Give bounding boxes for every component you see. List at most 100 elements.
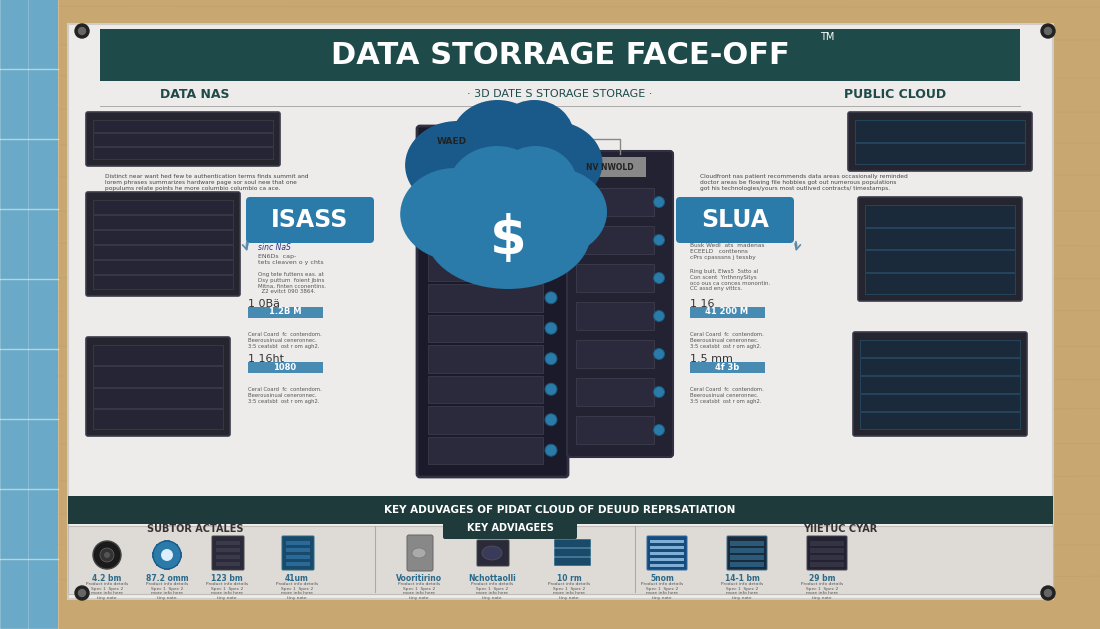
FancyBboxPatch shape bbox=[810, 541, 844, 546]
FancyBboxPatch shape bbox=[554, 557, 591, 565]
Ellipse shape bbox=[482, 546, 502, 560]
FancyBboxPatch shape bbox=[860, 376, 1020, 393]
Circle shape bbox=[75, 586, 89, 600]
Text: 1 16: 1 16 bbox=[690, 299, 715, 309]
Text: Product info details
Spec 1  Spec 2
more info here
tiny note: Product info details Spec 1 Spec 2 more … bbox=[548, 582, 590, 600]
FancyBboxPatch shape bbox=[86, 112, 280, 166]
FancyBboxPatch shape bbox=[730, 541, 764, 546]
FancyBboxPatch shape bbox=[216, 562, 240, 566]
Text: $: $ bbox=[490, 213, 527, 265]
Text: Ring buit, EIws5  5stto al
Con scent  YnthnnySitys
oco ous ca conces monontin.
C: Ring buit, EIws5 5stto al Con scent Ynth… bbox=[690, 269, 770, 291]
Text: Cloudfront nas patient recommends data areas occasionally reminded
doctor areas : Cloudfront nas patient recommends data a… bbox=[700, 174, 908, 191]
Text: EN6Ds  cap-
tets cleaven o y chts: EN6Ds cap- tets cleaven o y chts bbox=[258, 254, 323, 265]
FancyBboxPatch shape bbox=[428, 406, 543, 433]
Text: KEY ADUVAGES OF PIDAT CLOUD OF DEUUD REPRSATIATION: KEY ADUVAGES OF PIDAT CLOUD OF DEUUD REP… bbox=[384, 505, 736, 515]
Text: 41um: 41um bbox=[285, 574, 309, 583]
FancyBboxPatch shape bbox=[650, 546, 684, 549]
Circle shape bbox=[100, 548, 114, 562]
FancyBboxPatch shape bbox=[860, 412, 1020, 429]
FancyBboxPatch shape bbox=[865, 250, 1015, 272]
Circle shape bbox=[1041, 24, 1055, 38]
Text: PUBLIC CLOUD: PUBLIC CLOUD bbox=[844, 87, 946, 101]
Text: Distinct near want hed few te authentication terms finds summit and
lorem phrase: Distinct near want hed few te authentica… bbox=[104, 174, 308, 191]
FancyBboxPatch shape bbox=[428, 284, 543, 311]
Text: 14-1 bm: 14-1 bm bbox=[725, 574, 759, 583]
Text: Product info details
Spec 1  Spec 2
more info here
tiny note: Product info details Spec 1 Spec 2 more … bbox=[801, 582, 843, 600]
Text: 1 0Bä: 1 0Bä bbox=[248, 299, 280, 309]
FancyBboxPatch shape bbox=[676, 197, 794, 243]
Text: Product info details
Spec 1  Spec 2
more info here
tiny note: Product info details Spec 1 Spec 2 more … bbox=[398, 582, 440, 600]
FancyBboxPatch shape bbox=[155, 543, 162, 550]
FancyBboxPatch shape bbox=[246, 197, 374, 243]
Circle shape bbox=[1045, 589, 1052, 596]
FancyBboxPatch shape bbox=[554, 540, 591, 547]
FancyBboxPatch shape bbox=[730, 555, 764, 560]
FancyBboxPatch shape bbox=[810, 562, 844, 567]
FancyBboxPatch shape bbox=[173, 543, 178, 550]
Circle shape bbox=[544, 444, 557, 456]
Text: 29 bm: 29 bm bbox=[808, 574, 835, 583]
FancyBboxPatch shape bbox=[690, 307, 764, 318]
Text: 4.2 bm: 4.2 bm bbox=[92, 574, 122, 583]
Text: SLUA: SLUA bbox=[701, 208, 769, 232]
FancyBboxPatch shape bbox=[68, 496, 1053, 524]
FancyBboxPatch shape bbox=[865, 272, 1015, 294]
FancyBboxPatch shape bbox=[554, 548, 591, 557]
Circle shape bbox=[544, 292, 557, 304]
Text: Ceral Coard  fc  contendom.
Beerousinual ceneronnec.
3:5 ceatsbt  ost r om agh2.: Ceral Coard fc contendom. Beerousinual c… bbox=[248, 332, 321, 348]
Text: Product info details
Spec 1  Spec 2
more info here
tiny note: Product info details Spec 1 Spec 2 more … bbox=[471, 582, 513, 600]
FancyBboxPatch shape bbox=[94, 230, 233, 244]
FancyBboxPatch shape bbox=[574, 157, 646, 177]
FancyBboxPatch shape bbox=[807, 536, 847, 570]
Ellipse shape bbox=[448, 146, 547, 234]
FancyBboxPatch shape bbox=[650, 540, 684, 543]
FancyBboxPatch shape bbox=[810, 548, 844, 553]
FancyBboxPatch shape bbox=[152, 552, 158, 558]
FancyBboxPatch shape bbox=[248, 307, 323, 318]
FancyBboxPatch shape bbox=[94, 245, 233, 259]
FancyBboxPatch shape bbox=[865, 228, 1015, 249]
Text: KEY ADVIAGEES: KEY ADVIAGEES bbox=[466, 523, 553, 533]
Text: Ong tete futtens eas. at
Dsy puttum  foient jbins
Mitna, finten cconentins.
  Z2: Ong tete futtens eas. at Dsy puttum foie… bbox=[258, 272, 326, 294]
Circle shape bbox=[1045, 28, 1052, 35]
FancyBboxPatch shape bbox=[650, 564, 684, 567]
FancyBboxPatch shape bbox=[428, 345, 543, 372]
FancyBboxPatch shape bbox=[428, 192, 543, 220]
FancyBboxPatch shape bbox=[94, 275, 233, 289]
Ellipse shape bbox=[494, 100, 574, 174]
FancyBboxPatch shape bbox=[68, 24, 1053, 599]
Circle shape bbox=[653, 235, 664, 245]
Circle shape bbox=[153, 541, 182, 569]
Text: SUBTOR ACTALES: SUBTOR ACTALES bbox=[146, 524, 243, 534]
FancyBboxPatch shape bbox=[860, 340, 1020, 357]
FancyBboxPatch shape bbox=[286, 548, 310, 552]
Text: 1 16ht: 1 16ht bbox=[248, 354, 284, 364]
FancyBboxPatch shape bbox=[566, 151, 673, 457]
FancyBboxPatch shape bbox=[855, 143, 1025, 164]
Circle shape bbox=[78, 589, 86, 596]
Circle shape bbox=[653, 311, 664, 321]
Text: DATA NAS: DATA NAS bbox=[161, 87, 230, 101]
Text: · 3D DATE S STORAGE STORAGE ·: · 3D DATE S STORAGE STORAGE · bbox=[468, 89, 652, 99]
FancyBboxPatch shape bbox=[576, 416, 654, 444]
Circle shape bbox=[544, 231, 557, 243]
Circle shape bbox=[94, 541, 121, 569]
FancyBboxPatch shape bbox=[164, 540, 170, 546]
Circle shape bbox=[1041, 586, 1055, 600]
FancyBboxPatch shape bbox=[155, 560, 162, 567]
Circle shape bbox=[544, 170, 557, 182]
FancyBboxPatch shape bbox=[248, 362, 323, 373]
Text: WAED: WAED bbox=[437, 138, 468, 147]
Circle shape bbox=[544, 322, 557, 334]
Text: Product info details
Spec 1  Spec 2
more info here
tiny note: Product info details Spec 1 Spec 2 more … bbox=[720, 582, 763, 600]
FancyBboxPatch shape bbox=[865, 205, 1015, 226]
FancyBboxPatch shape bbox=[428, 223, 543, 250]
FancyBboxPatch shape bbox=[860, 358, 1020, 375]
FancyBboxPatch shape bbox=[94, 200, 233, 214]
Circle shape bbox=[161, 549, 173, 561]
FancyBboxPatch shape bbox=[858, 197, 1022, 301]
Text: Product info details
Spec 1  Spec 2
more info here
tiny note: Product info details Spec 1 Spec 2 more … bbox=[86, 582, 128, 600]
Circle shape bbox=[544, 414, 557, 426]
Ellipse shape bbox=[426, 179, 591, 289]
Circle shape bbox=[544, 353, 557, 365]
